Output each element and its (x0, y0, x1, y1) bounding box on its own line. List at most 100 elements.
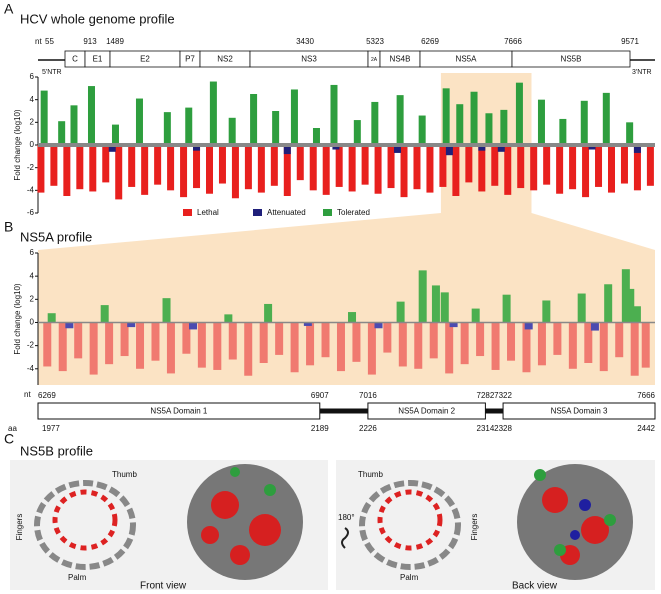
bar (120, 322, 129, 357)
bar (374, 322, 383, 329)
utr-label: 3'NTR (632, 69, 652, 76)
bar (497, 145, 505, 152)
bar (193, 145, 201, 189)
bar (543, 145, 551, 185)
zoom-region (38, 250, 655, 385)
rotation-arrow (341, 527, 349, 549)
bar (537, 99, 545, 145)
bar (167, 145, 175, 191)
bar (577, 293, 586, 323)
bar (491, 145, 499, 186)
bar (296, 145, 304, 181)
bar (559, 118, 567, 145)
bar (418, 115, 426, 145)
bar (439, 145, 447, 187)
y-tick-label: -2 (27, 341, 35, 350)
bar (374, 145, 382, 194)
bar (553, 322, 562, 355)
bar (283, 145, 291, 196)
bar (595, 145, 603, 187)
nt-position: 913 (83, 37, 97, 46)
view-caption: Front view (140, 581, 187, 592)
legend-label: Tolerated (337, 208, 370, 217)
bar (321, 322, 330, 358)
panel-label: A (4, 1, 14, 17)
bar (440, 292, 449, 323)
bar (70, 105, 78, 145)
bar (209, 81, 217, 145)
nt-position: 7282 (477, 391, 495, 400)
bar (180, 145, 188, 198)
bar (367, 322, 376, 375)
bar (162, 298, 171, 323)
bar (185, 107, 193, 145)
domain-label: Fingers (470, 514, 479, 541)
bar (40, 90, 48, 145)
rotation-label: 180° (338, 513, 355, 522)
bar (115, 145, 123, 200)
bar (228, 117, 236, 145)
bar (43, 322, 52, 367)
domain-label: Thumb (112, 470, 137, 479)
bar (89, 322, 98, 375)
legend-swatch (253, 209, 262, 216)
y-tick-label: 0 (30, 140, 35, 149)
aa-position: 1977 (42, 424, 60, 433)
bar (621, 269, 630, 323)
bar (205, 145, 213, 194)
bar (607, 145, 615, 193)
domain-label: Palm (400, 573, 419, 582)
domain-label: NS5A Domain 3 (551, 407, 608, 416)
bar (348, 145, 356, 192)
bar (250, 94, 258, 145)
y-tick-label: -4 (27, 185, 35, 194)
bar (502, 294, 511, 323)
bar (312, 128, 320, 145)
domain-label: NS5A Domain 2 (398, 407, 455, 416)
bar (218, 145, 226, 184)
y-tick-label: 4 (30, 271, 35, 280)
bar (442, 88, 450, 145)
bar (602, 92, 610, 145)
bar (641, 322, 650, 368)
ribbon-structure (34, 480, 461, 570)
y-tick-label: 4 (30, 95, 35, 104)
bar (413, 145, 421, 190)
panel-title: NS5B profile (20, 443, 93, 458)
y-tick-label: 6 (30, 248, 35, 257)
bar (517, 145, 525, 189)
bar (465, 145, 473, 183)
bar (646, 145, 654, 186)
bar (537, 322, 546, 366)
bar (383, 322, 392, 353)
bar (491, 322, 500, 370)
gene-label: NS5B (561, 55, 582, 64)
bar (65, 322, 74, 329)
bar (604, 284, 613, 323)
bar (87, 86, 95, 145)
bar (213, 322, 222, 370)
bar (429, 322, 438, 359)
bar (335, 145, 343, 187)
bar (371, 101, 379, 145)
bar (361, 145, 369, 185)
utr-label: 5'NTR (42, 69, 62, 76)
gene-box (511, 50, 631, 68)
bar (336, 322, 345, 372)
gene-label: NS5A (456, 55, 478, 64)
domain-label: NS5A Domain 1 (150, 407, 207, 416)
y-tick-label: -2 (27, 163, 35, 172)
bar (128, 145, 136, 187)
aa-position: 2314 (477, 424, 495, 433)
bar (224, 314, 233, 323)
bar (476, 322, 485, 357)
bar (569, 145, 577, 190)
bar (445, 145, 453, 156)
bar (127, 322, 136, 328)
bar (556, 145, 564, 194)
bar (228, 322, 237, 360)
bar (626, 288, 635, 323)
bar (141, 145, 149, 195)
panel-title: HCV whole genome profile (20, 11, 175, 26)
